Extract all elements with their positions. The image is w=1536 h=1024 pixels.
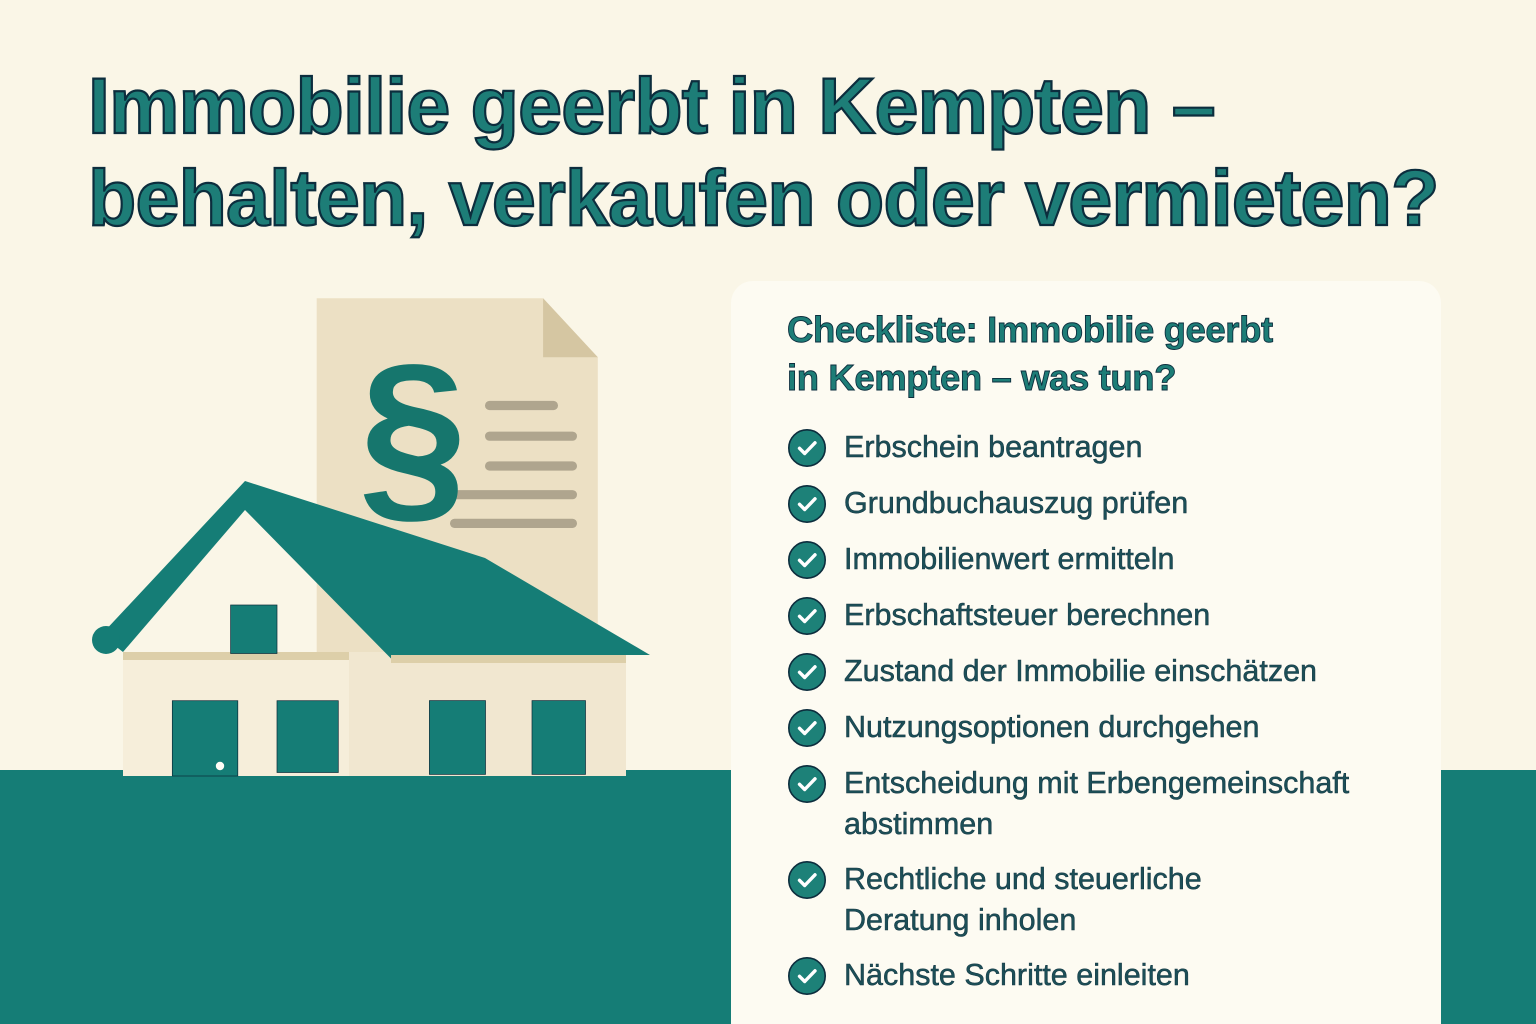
svg-text:§: § (359, 324, 467, 542)
